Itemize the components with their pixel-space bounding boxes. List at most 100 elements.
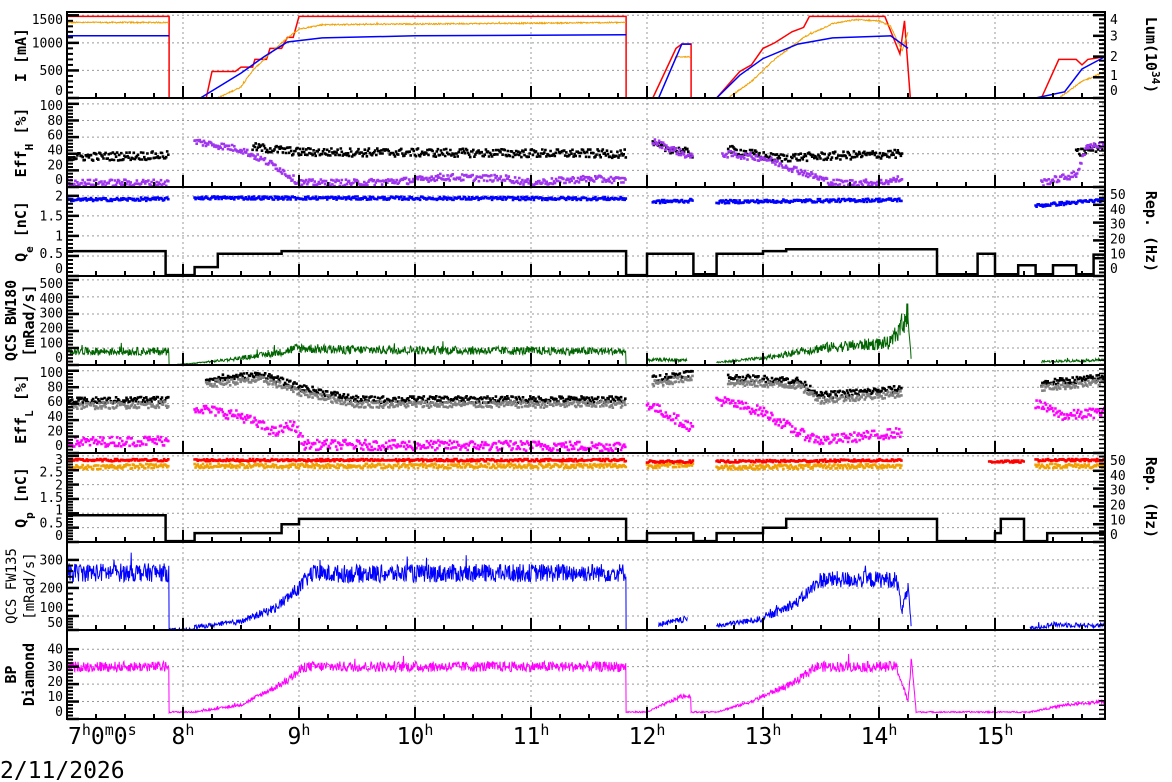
y-tick-label: 2 bbox=[55, 189, 63, 204]
panel-frame bbox=[66, 541, 1106, 631]
series-qp-red-points bbox=[645, 459, 695, 465]
series-group bbox=[67, 552, 1105, 630]
x-tick-value: 13 bbox=[745, 724, 773, 750]
y-axis-title-part: [%] bbox=[12, 108, 30, 144]
right-axis-title: Rep. (Hz) bbox=[1142, 457, 1160, 538]
series-her-current-segment bbox=[727, 18, 909, 98]
series-her-current-segment bbox=[1058, 70, 1105, 98]
series-effh-purple-points bbox=[1040, 141, 1105, 187]
series-qcs-bw180-dose-segment bbox=[67, 341, 627, 365]
y-tick-label: 20 bbox=[47, 158, 63, 173]
y-tick-label: 0.5 bbox=[40, 516, 63, 531]
series-effl-black-points bbox=[1040, 373, 1105, 388]
y-tick-label: 2.5 bbox=[40, 466, 63, 481]
y-tick-label: 20 bbox=[47, 675, 63, 690]
y-tick-label: 1500 bbox=[32, 13, 63, 28]
right-axis-title-part: Rep. (Hz) bbox=[1142, 457, 1160, 538]
series-effl-black-points bbox=[651, 369, 694, 383]
series-qe-charge-points bbox=[193, 195, 628, 202]
series-qp-red-points bbox=[715, 457, 903, 464]
series-qcs-fw135-dose-segment bbox=[658, 615, 688, 628]
y-tick-label: 60 bbox=[47, 395, 63, 410]
y-tick-label: 1 bbox=[55, 504, 63, 519]
series-qcs-fw135-dose-segment bbox=[1029, 620, 1105, 630]
series-qp-orange-points bbox=[715, 462, 903, 471]
series-ler-current-segment bbox=[67, 15, 1105, 98]
series-effl-magenta-points bbox=[645, 402, 695, 432]
right-axis-title: Rep. (Hz) bbox=[1142, 191, 1160, 272]
series-qp-red-points bbox=[67, 457, 170, 463]
series-effl-magenta-points bbox=[715, 396, 903, 446]
y-tick-label: 0 bbox=[55, 84, 63, 99]
x-tick-value: 14 bbox=[861, 724, 889, 750]
x-tick-unit: h bbox=[301, 721, 310, 739]
y-axis-title-part: QCS BW180 bbox=[2, 280, 20, 361]
right-y-tick-label: 30 bbox=[1110, 218, 1126, 233]
right-y-tick-label: 2 bbox=[1110, 50, 1118, 65]
right-y-tick-label: 10 bbox=[1110, 247, 1126, 262]
series-effl-gray-points bbox=[651, 374, 694, 388]
series-luminosity-segment bbox=[1035, 55, 1105, 98]
x-tick-value: 10 bbox=[397, 724, 425, 750]
y-axis-title-part: H bbox=[23, 144, 36, 151]
series-group bbox=[67, 369, 1105, 453]
y-tick-label: 20 bbox=[47, 425, 63, 440]
series-effh-purple-points bbox=[651, 138, 694, 159]
y-tick-label: 100 bbox=[40, 366, 63, 381]
y-tick-label: 10 bbox=[47, 690, 63, 705]
series-effh-purple-points bbox=[193, 138, 627, 187]
series-effh-purple-points bbox=[67, 178, 170, 187]
right-y-tick-label: 0 bbox=[1110, 528, 1118, 543]
series-qp-orange-points bbox=[193, 462, 628, 470]
right-y-tick-label: 20 bbox=[1110, 498, 1126, 513]
x-tick-unit: h bbox=[888, 721, 897, 739]
right-axis-title-part: ) bbox=[1142, 84, 1160, 93]
x-tick-label: 12h bbox=[629, 721, 666, 750]
y-axis-title-part: Eff bbox=[12, 150, 30, 177]
y-axis-title: [mRad/s] bbox=[22, 552, 38, 619]
series-qe-rep-rate-segment bbox=[67, 248, 1105, 276]
x-tick-value: 15 bbox=[977, 724, 1005, 750]
y-axis-title-part: [nC] bbox=[12, 201, 30, 246]
x-tick-unit: h bbox=[424, 721, 433, 739]
y-axis-title-part: Diamond bbox=[20, 643, 38, 706]
series-qp-orange-points bbox=[67, 462, 170, 471]
series-effl-black-points bbox=[204, 371, 627, 404]
y-tick-label: 500 bbox=[40, 64, 63, 79]
x-tick-value: 7 bbox=[68, 724, 82, 750]
right-y-tick-label: 0 bbox=[1110, 84, 1118, 99]
x-tick-value: 11 bbox=[513, 724, 541, 750]
y-axis-title: I [mA] bbox=[12, 28, 30, 82]
series-group bbox=[67, 138, 1105, 187]
y-tick-label: 50 bbox=[47, 616, 63, 631]
right-y-tick-label: 20 bbox=[1110, 232, 1126, 247]
series-luminosity-segment bbox=[657, 43, 692, 98]
panel-frame bbox=[66, 629, 1106, 720]
y-axis-title: EffH [%] bbox=[12, 108, 36, 178]
x-tick-unit: h bbox=[772, 721, 781, 739]
right-y-tick-label: 3 bbox=[1110, 29, 1118, 44]
x-tick-label: 15h bbox=[977, 721, 1014, 750]
y-tick-label: 200 bbox=[40, 321, 63, 336]
y-tick-label: 40 bbox=[47, 410, 63, 425]
x-tick-unit: h bbox=[656, 721, 665, 739]
series-qe-charge-points bbox=[1034, 197, 1105, 208]
y-tick-label: 0 bbox=[55, 705, 63, 720]
series-effl-gray-points bbox=[67, 400, 170, 411]
y-tick-label: 2 bbox=[55, 478, 63, 493]
series-her-current-segment bbox=[67, 20, 169, 25]
y-tick-label: 300 bbox=[40, 553, 63, 568]
y-axis-title: [mRad/s] bbox=[20, 284, 38, 356]
series-qcs-bw180-dose-segment bbox=[716, 303, 912, 364]
y-axis-title-part: QCS FW135 bbox=[4, 548, 20, 624]
x-tick-label: 14h bbox=[861, 721, 898, 750]
y-tick-label: 30 bbox=[47, 660, 63, 675]
y-tick-label: 200 bbox=[40, 582, 63, 597]
y-axis-title: QCS BW180 bbox=[2, 280, 20, 361]
